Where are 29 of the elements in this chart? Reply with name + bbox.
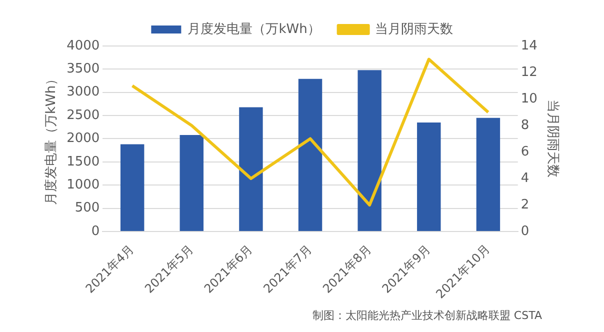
- y-tick-label: 2000: [66, 131, 100, 146]
- y-tick-label: 1000: [66, 177, 100, 192]
- y2-tick-label: 0: [520, 224, 530, 239]
- y2-tick-label: 14: [520, 38, 538, 54]
- bar: [417, 122, 441, 231]
- legend-label: 当月阴雨天数: [374, 22, 453, 37]
- y2-tick-label: 2: [520, 197, 530, 212]
- y-tick-label: 500: [74, 200, 100, 216]
- y2-tick-label: 10: [520, 91, 538, 106]
- legend-label: 月度发电量（万kWh）: [188, 20, 320, 37]
- y2-tick-label: 8: [520, 118, 530, 133]
- y-tick-label: 0: [91, 224, 100, 239]
- y2-tick-label: 6: [520, 144, 530, 160]
- y-tick-label: 4000: [66, 38, 100, 54]
- y-tick-label: 1500: [66, 154, 100, 170]
- y-tick-label: 2500: [66, 108, 100, 123]
- y2-tick-label: 12: [520, 64, 538, 80]
- bar: [358, 70, 382, 231]
- y-tick-label: 3000: [66, 84, 100, 100]
- text: 制图：太阳能光热产业技术创新战略联盟 CSTA: [312, 308, 542, 323]
- y-axis-title: 月度发电量（万kWh）: [43, 72, 60, 206]
- bar: [120, 144, 144, 231]
- y2-axis-title: 当月阴雨天数: [544, 100, 560, 178]
- y2-tick-label: 4: [520, 170, 530, 186]
- bar: [180, 135, 204, 231]
- y-tick-label: 3500: [66, 62, 100, 77]
- bar: [239, 107, 263, 231]
- bar: [298, 78, 322, 231]
- bar: [476, 118, 500, 231]
